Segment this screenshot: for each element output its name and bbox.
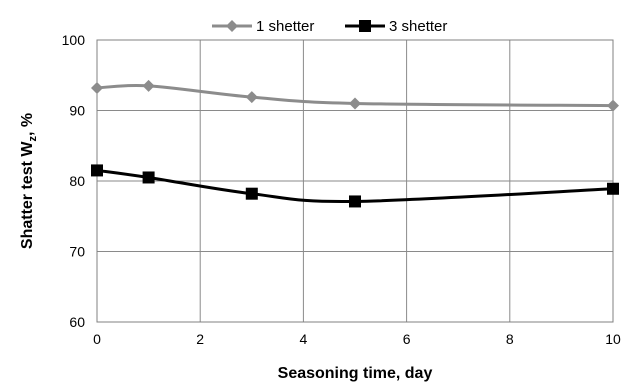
data-point-1-shetter [142,79,155,92]
y-axis-title-subscript: z [27,136,39,142]
x-tick-label: 4 [300,331,308,347]
data-point-3-shetter [91,164,103,177]
y-tick-label: 90 [69,103,85,119]
y-axis-title-main: Shatter test W [19,141,36,249]
x-tick-label: 8 [506,331,514,347]
legend-label-3-shetter: 3 shetter [389,18,447,35]
y-tick-label: 80 [69,173,85,189]
data-point-3-shetter [607,182,619,195]
data-point-1-shetter [91,81,103,94]
y-tick-label: 70 [69,244,85,260]
data-point-1-shetter [245,91,258,104]
data-point-3-shetter [142,171,155,184]
legend-label-1-shetter: 1 shetter [256,18,314,35]
y-tick-label: 100 [62,32,86,48]
legend: 1 shetter 3 shetter [212,18,447,35]
legend-marker-square [359,20,371,32]
data-point-3-shetter [349,195,361,208]
data-point-1-shetter [349,97,361,110]
x-tick-label: 2 [196,331,204,347]
plot-frame [96,39,614,323]
y-axis-title-unit: , % [19,113,36,136]
y-tick-labels: 60 70 80 90 100 [62,32,86,330]
y-axis-title: Shatter test Wz, % [19,113,39,249]
series-layer [91,79,619,208]
legend-item-1-shetter: 1 shetter [212,18,314,35]
x-tick-label: 6 [403,331,411,347]
legend-marker-diamond [226,20,238,32]
x-axis-title: Seasoning time, day [278,365,433,382]
data-point-3-shetter [245,187,258,200]
x-tick-label: 10 [605,331,621,347]
data-point-1-shetter [607,99,619,112]
x-tick-labels: 0 2 4 6 8 10 [93,331,621,347]
legend-item-3-shetter: 3 shetter [345,18,447,35]
x-tick-label: 0 [93,331,101,347]
y-tick-label: 60 [69,314,85,330]
